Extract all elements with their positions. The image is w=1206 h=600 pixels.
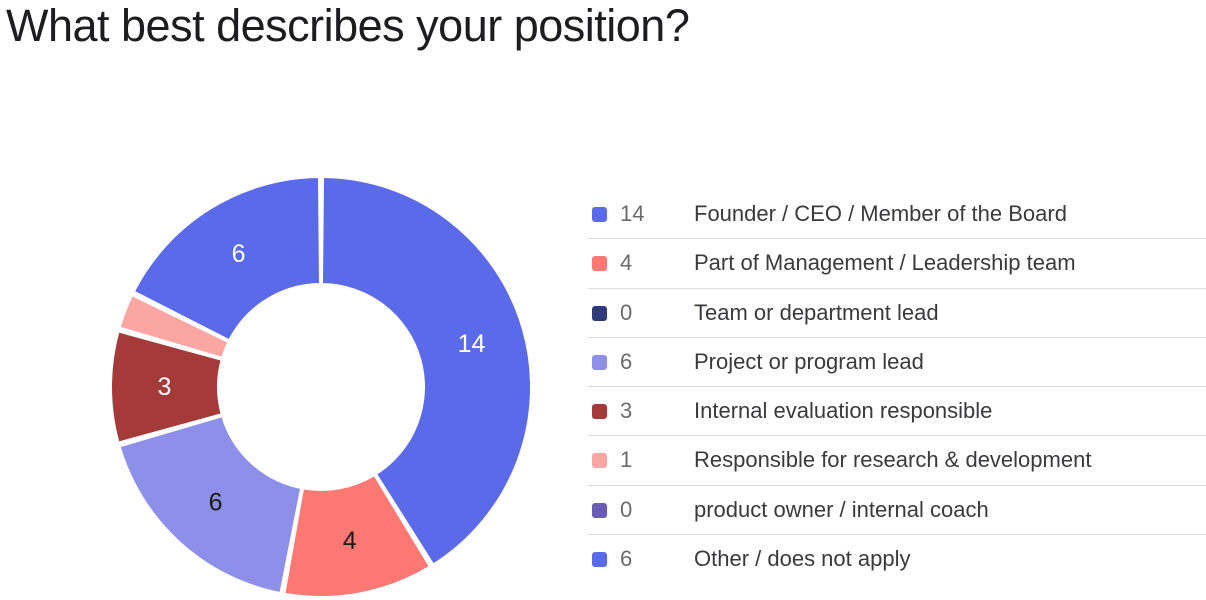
- page-title: What best describes your position?: [6, 0, 690, 51]
- legend-item[interactable]: 14 Founder / CEO / Member of the Board: [588, 190, 1206, 240]
- legend-count: 6: [620, 546, 633, 572]
- legend-label: Other / does not apply: [694, 546, 911, 572]
- donut-slice-value-label: 4: [343, 527, 357, 555]
- legend-item[interactable]: 4 Part of Management / Leadership team: [588, 239, 1206, 289]
- legend-swatch: [592, 305, 607, 321]
- legend-count: 1: [620, 447, 633, 473]
- legend-count: 3: [620, 398, 633, 424]
- donut-slice-value-label: 6: [209, 489, 223, 517]
- donut-slice-5[interactable]: [118, 293, 230, 360]
- donut-slice-7[interactable]: [132, 175, 322, 342]
- legend-item[interactable]: 6 Other / does not apply: [588, 535, 1206, 584]
- legend-label: Part of Management / Leadership team: [694, 250, 1076, 276]
- legend-item[interactable]: 0 Team or department lead: [588, 289, 1206, 338]
- donut-slice-value-label: 3: [158, 373, 172, 401]
- legend-swatch: [592, 502, 607, 518]
- legend-count: 14: [620, 201, 645, 226]
- legend-count: 6: [620, 348, 633, 374]
- donut-slice-value-label: 6: [232, 240, 246, 268]
- donut-slice-1[interactable]: [283, 473, 432, 598]
- legend-swatch: [592, 354, 607, 370]
- legend-label: Responsible for research & development: [694, 447, 1092, 473]
- legend-item[interactable]: 3 Internal evaluation responsible: [588, 387, 1206, 437]
- donut-slice-0[interactable]: [320, 175, 532, 566]
- legend-count: 0: [620, 496, 633, 522]
- legend-item[interactable]: 1 Responsible for research & development: [588, 436, 1206, 486]
- legend-label: product owner / internal coach: [694, 496, 989, 522]
- legend-item[interactable]: 0 product owner / internal coach: [588, 486, 1206, 536]
- legend-swatch: [592, 207, 607, 222]
- donut-slice-4[interactable]: [110, 330, 223, 444]
- legend-item[interactable]: 6 Project or program lead: [588, 338, 1206, 388]
- legend-swatch: [592, 453, 607, 469]
- legend-swatch: [592, 256, 607, 272]
- legend-label: Project or program lead: [694, 348, 924, 374]
- legend-label: Internal evaluation responsible: [694, 398, 993, 424]
- chart-legend: 14 Founder / CEO / Member of the Board 4 Pa…: [588, 190, 1206, 584]
- donut-slice-value-label: 14: [458, 330, 486, 358]
- legend-swatch: [592, 552, 607, 568]
- donut-slice-3[interactable]: [118, 414, 303, 595]
- legend-label: Team or department lead: [694, 299, 939, 325]
- legend-label: Founder / CEO / Member of the Board: [694, 201, 1067, 226]
- legend-count: 0: [620, 299, 633, 325]
- legend-swatch: [592, 404, 607, 420]
- legend-count: 4: [620, 250, 633, 276]
